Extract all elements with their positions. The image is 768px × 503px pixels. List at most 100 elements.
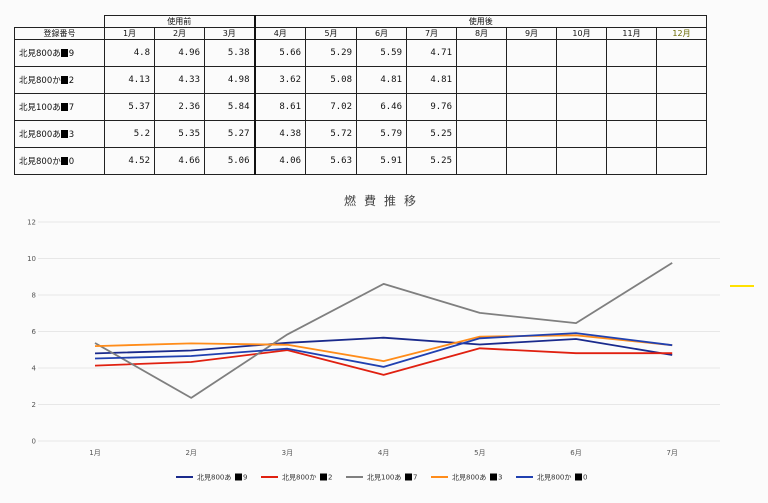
y-tick-label: 2: [32, 401, 36, 409]
value-cell: 5.91: [356, 147, 407, 175]
month-header: 6月: [356, 27, 407, 40]
x-tick-label: 3月: [282, 449, 293, 457]
month-header: 8月: [456, 27, 507, 40]
value-cell: [506, 120, 557, 148]
value-cell: [556, 93, 607, 121]
reg-number-header: 登録番号: [14, 27, 105, 40]
vehicle-id-cell: 北見800か 2: [14, 66, 105, 94]
month-header: 2月: [154, 27, 205, 40]
vehicle-id-suffix: 2: [68, 76, 75, 86]
table-row: 北見800あ 3 5.2 5.35 5.27 4.38 5.72 5.79 5.25: [14, 120, 707, 148]
value-cell: [556, 147, 607, 175]
value-cell: [606, 147, 657, 175]
legend-prefix: 北見100あ: [367, 474, 401, 482]
value-cell: 8.61: [253, 93, 306, 121]
value-cell: 4.06: [253, 147, 306, 175]
value-cell: [656, 93, 707, 121]
y-tick-label: 12: [27, 219, 36, 227]
value-cell: 4.33: [154, 66, 205, 94]
x-tick-label: 7月: [666, 449, 677, 457]
value-cell: [506, 39, 557, 67]
value-cell: [456, 66, 507, 94]
month-header: 1月: [104, 27, 155, 40]
y-tick-label: 8: [32, 292, 36, 300]
value-cell: 4.8: [104, 39, 155, 67]
month-header: 7月: [406, 27, 457, 40]
value-cell: [606, 66, 657, 94]
legend-prefix: 北見800か: [537, 474, 571, 482]
value-cell: 5.29: [305, 39, 357, 67]
vehicle-id-prefix: 北見800か: [19, 157, 61, 167]
legend-suffix: 9: [243, 474, 247, 482]
legend-prefix: 北見800か: [282, 474, 316, 482]
value-cell: 5.63: [305, 147, 357, 175]
value-cell: 5.08: [305, 66, 357, 94]
value-cell: 4.96: [154, 39, 205, 67]
corner-cell: [14, 15, 105, 28]
month-header-row: 登録番号 1月 2月 3月 4月 5月 6月 7月 8月 9月 10月 11月 …: [14, 27, 707, 40]
table-body: 北見800あ 9 4.8 4.96 5.38 5.66 5.29 5.59 4.71 北見800か…: [14, 39, 707, 175]
legend-label: 北見100あ 7: [367, 474, 417, 482]
month-header: 10月: [556, 27, 607, 40]
value-cell: 5.84: [204, 93, 255, 121]
x-tick-label: 1月: [89, 449, 100, 457]
x-axis-ticks: 1月 2月 3月 4月 5月 6月 7月: [89, 449, 678, 457]
redaction-block: [490, 473, 497, 481]
chart-series: [94, 262, 673, 399]
vehicle-id-cell: 北見100あ 7: [14, 93, 105, 121]
value-cell: [456, 39, 507, 67]
redaction-block: [235, 473, 242, 481]
value-cell: 4.98: [204, 66, 255, 94]
x-tick-label: 2月: [185, 449, 196, 457]
month-header: 9月: [506, 27, 557, 40]
value-cell: 5.66: [253, 39, 306, 67]
fuel-table: 使用前 使用後 登録番号 1月 2月 3月 4月 5月 6月 7月 8月 9月 …: [14, 15, 707, 175]
value-cell: [656, 39, 707, 67]
table-row: 北見800か 0 4.52 4.66 5.06 4.06 5.63 5.91 5.25: [14, 147, 707, 175]
value-cell: [656, 120, 707, 148]
value-cell: 7.02: [305, 93, 357, 121]
value-cell: 4.52: [104, 147, 155, 175]
value-cell: 5.59: [356, 39, 407, 67]
redaction-block: [61, 130, 69, 138]
group-header-row: 使用前 使用後: [14, 15, 707, 28]
legend-prefix: 北見800あ: [197, 474, 231, 482]
value-cell: 4.71: [406, 39, 457, 67]
legend-prefix: 北見800あ: [452, 474, 486, 482]
redaction-block: [405, 473, 412, 481]
chart-grid: [38, 221, 720, 442]
redaction-block: [61, 103, 69, 111]
value-cell: 5.27: [204, 120, 255, 148]
month-header: 5月: [305, 27, 357, 40]
table-row: 北見800か 2 4.13 4.33 4.98 3.62 5.08 4.81 4.81: [14, 66, 707, 94]
vehicle-id-suffix: 9: [68, 49, 75, 59]
redaction-block: [61, 49, 69, 57]
value-cell: 4.81: [356, 66, 407, 94]
value-cell: 2.36: [154, 93, 205, 121]
vehicle-id-suffix: 7: [68, 103, 75, 113]
y-tick-label: 6: [32, 328, 37, 336]
vehicle-id-prefix: 北見800あ: [19, 49, 61, 59]
value-cell: [656, 66, 707, 94]
series-line: [94, 334, 673, 363]
redaction-block: [320, 473, 327, 481]
month-header: 11月: [606, 27, 657, 40]
value-cell: 5.37: [104, 93, 155, 121]
vehicle-id-cell: 北見800か 0: [14, 147, 105, 175]
vehicle-id-cell: 北見800あ 3: [14, 120, 105, 148]
value-cell: 4.38: [253, 120, 306, 148]
group-before-header: 使用前: [104, 15, 255, 28]
value-cell: [556, 39, 607, 67]
chart-legend: 北見800あ 9 北見800か 2 北見100あ 7 北見800あ 3 北見800か 0: [176, 473, 587, 482]
redaction-block: [61, 157, 69, 165]
vehicle-id-prefix: 北見800あ: [19, 130, 61, 140]
y-tick-label: 4: [32, 365, 37, 373]
group-after-header: 使用後: [253, 15, 707, 28]
legend-label: 北見800か 2: [282, 474, 332, 482]
y-tick-label: 0: [32, 438, 36, 446]
value-cell: 5.79: [356, 120, 407, 148]
legend-label: 北見800あ 9: [197, 474, 247, 482]
value-cell: [506, 93, 557, 121]
